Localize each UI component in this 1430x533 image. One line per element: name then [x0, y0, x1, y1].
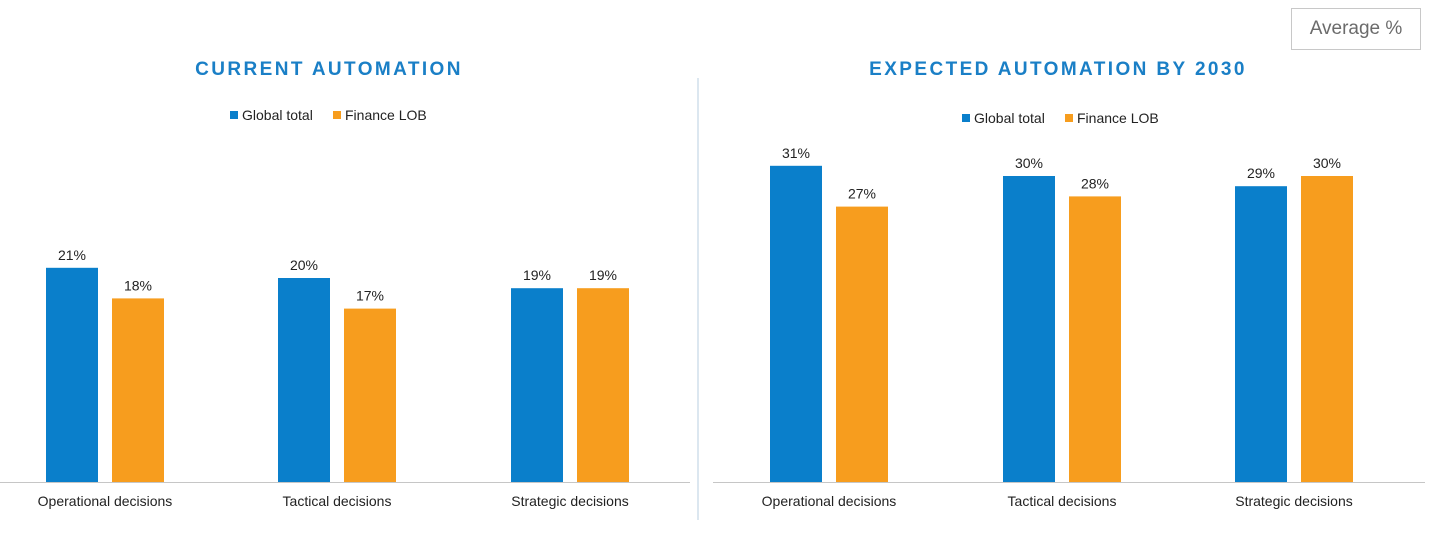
bar-finance-lob-3	[577, 288, 629, 482]
bar-finance-lob-1	[112, 298, 164, 482]
category-label-1: Operational decisions	[38, 493, 173, 509]
legend-label-finance-lob: Finance LOB	[345, 107, 427, 123]
chart-title: CURRENT AUTOMATION	[195, 59, 463, 80]
data-label-global-total-1: 31%	[782, 145, 810, 161]
bar-global-total-1	[770, 165, 822, 483]
legend-label-global-total: Global total	[242, 107, 313, 123]
bar-finance-lob-1	[836, 206, 888, 482]
legend-label-global-total: Global total	[974, 110, 1045, 126]
legend-swatch-finance-lob	[1065, 114, 1073, 122]
bar-finance-lob-2	[344, 308, 396, 482]
category-label-3: Strategic decisions	[511, 493, 629, 509]
chart-title: EXPECTED AUTOMATION BY 2030	[869, 59, 1247, 80]
bar-global-total-1	[46, 267, 98, 482]
category-label-1: Operational decisions	[762, 493, 897, 509]
data-label-finance-lob-1: 27%	[848, 186, 876, 202]
bar-finance-lob-3	[1301, 176, 1353, 482]
bar-finance-lob-2	[1069, 196, 1121, 482]
data-label-global-total-2: 30%	[1015, 155, 1043, 171]
bar-global-total-3	[511, 288, 563, 482]
legend-swatch-global-total	[230, 111, 238, 119]
bar-global-total-2	[278, 278, 330, 482]
data-label-finance-lob-3: 30%	[1313, 155, 1341, 171]
category-label-3: Strategic decisions	[1235, 493, 1353, 509]
data-label-finance-lob-1: 18%	[124, 277, 152, 293]
data-label-global-total-1: 21%	[58, 247, 86, 263]
category-label-2: Tactical decisions	[283, 493, 392, 509]
data-label-finance-lob-2: 28%	[1081, 175, 1109, 191]
data-label-global-total-2: 20%	[290, 257, 318, 273]
data-label-finance-lob-2: 17%	[356, 288, 384, 304]
legend-swatch-global-total	[962, 114, 970, 122]
legend-swatch-finance-lob	[333, 111, 341, 119]
data-label-global-total-3: 29%	[1247, 165, 1275, 181]
bar-global-total-2	[1003, 176, 1055, 482]
legend-label-finance-lob: Finance LOB	[1077, 110, 1159, 126]
bar-global-total-3	[1235, 186, 1287, 482]
data-label-finance-lob-3: 19%	[589, 267, 617, 283]
average-percent-badge[interactable]: Average %	[1291, 8, 1421, 50]
category-label-2: Tactical decisions	[1008, 493, 1117, 509]
data-label-global-total-3: 19%	[523, 267, 551, 283]
